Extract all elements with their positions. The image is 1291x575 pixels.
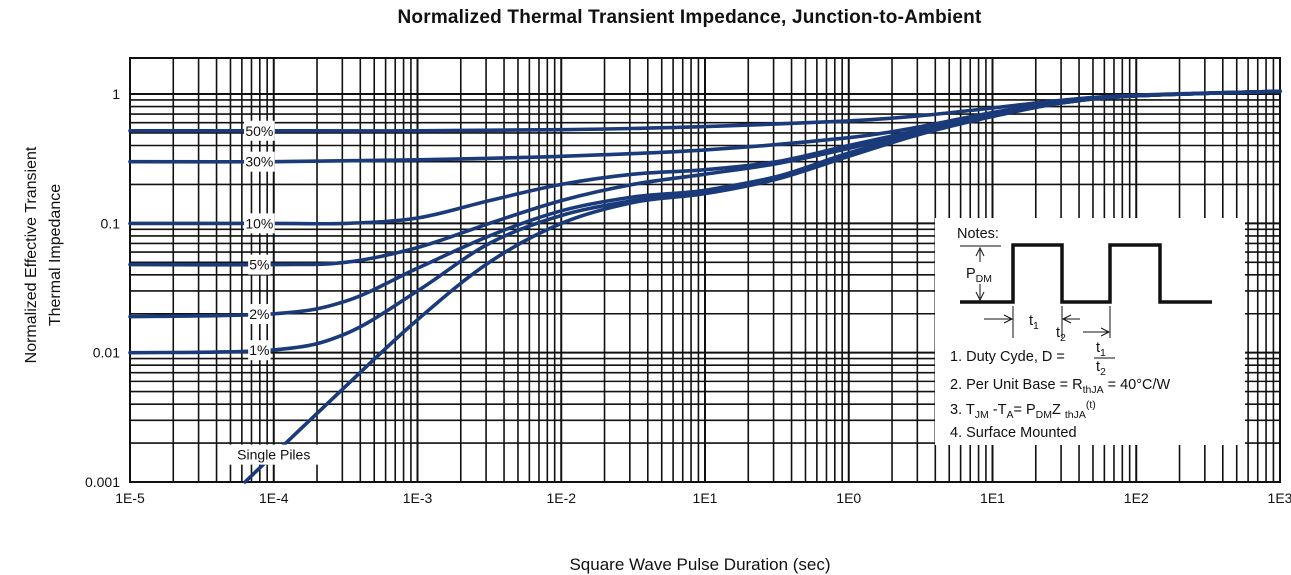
x-tick-label: 1E1	[980, 490, 1005, 506]
curve-label: Single Piles	[237, 447, 310, 463]
curve-label: 50%	[245, 123, 273, 139]
curve-label: 2%	[249, 306, 269, 322]
notes-box: Notes: PDM t1 t2 1. Duty Cyde, D = t1	[935, 218, 1245, 445]
x-tick-label: 1E-4	[259, 490, 289, 506]
t2-left-arrow-icon	[1061, 314, 1072, 324]
pulse-waveform	[960, 243, 1212, 304]
curve-label-bg	[244, 213, 275, 234]
curve-label-bg	[248, 340, 271, 361]
x-tick-label: 1E-3	[403, 490, 433, 506]
pdm-label: PDM	[966, 266, 992, 285]
curve-label: 5%	[249, 257, 269, 273]
x-tick-labels: 1E-5 1E-4 1E-3 1E-2 1E1 1E0 1E1 1E2 1E3	[115, 490, 1291, 506]
curve-label-bg	[248, 254, 271, 275]
note-1-text: 1. Duty Cyde, D =	[950, 349, 1065, 365]
y-tick-labels: 0.001 0.01 0.1 1	[85, 86, 120, 490]
curve-label: 30%	[245, 154, 273, 170]
curves	[128, 89, 1282, 484]
pdm-down-arrow-icon	[975, 291, 985, 302]
x-tick-label: 1E3	[1268, 490, 1291, 506]
note-1-numerator: t1	[1096, 340, 1106, 359]
curve-label-bg	[244, 151, 275, 172]
pdm-up-arrow-icon	[975, 246, 985, 257]
curve-label: 10%	[245, 215, 273, 231]
y-tick-label: 0.1	[101, 215, 121, 231]
curve-label-bg	[221, 444, 326, 465]
curve-label: 1%	[249, 342, 269, 358]
curve-label-bg	[244, 120, 275, 141]
y-tick-label: 0.01	[93, 345, 120, 361]
notes-header: Notes:	[957, 226, 999, 242]
curve-single-piles	[243, 89, 1282, 484]
x-tick-label: 1E-2	[546, 490, 576, 506]
note-1-denominator: t2	[1096, 359, 1106, 378]
curve-label-bg	[248, 304, 271, 325]
chart-title: Normalized Thermal Transient Impedance, …	[397, 7, 982, 28]
x-axis-label: Square Wave Pulse Duration (sec)	[569, 555, 831, 574]
y-tick-label: 0.001	[85, 474, 120, 490]
x-tick-label: 1E0	[836, 490, 861, 506]
t2-right-arrow-icon	[1100, 327, 1111, 337]
y-tick-label: 1	[112, 86, 120, 102]
note-4: 4. Surface Mounted	[950, 425, 1077, 441]
t1-right-arrow-icon	[1003, 314, 1014, 324]
t1-label: t1	[1029, 313, 1039, 332]
x-tick-label: 1E1	[693, 490, 718, 506]
note-2: 2. Per Unit Base = RthJA = 40°C/W	[950, 377, 1171, 396]
t2-label: t2	[1056, 325, 1066, 344]
curve-labels: 50% 30% 10% 5% 2% 1% Single Piles	[221, 120, 326, 465]
x-tick-label: 1E2	[1124, 490, 1149, 506]
pulse-waveform-diagram: PDM t1 t2	[960, 243, 1212, 344]
note-1: 1. Duty Cyde, D = t1 t2	[950, 340, 1115, 378]
note-3: 3. TJM -TA= PDMZ thJA(t)	[950, 399, 1096, 421]
x-tick-label: 1E-5	[115, 490, 145, 506]
